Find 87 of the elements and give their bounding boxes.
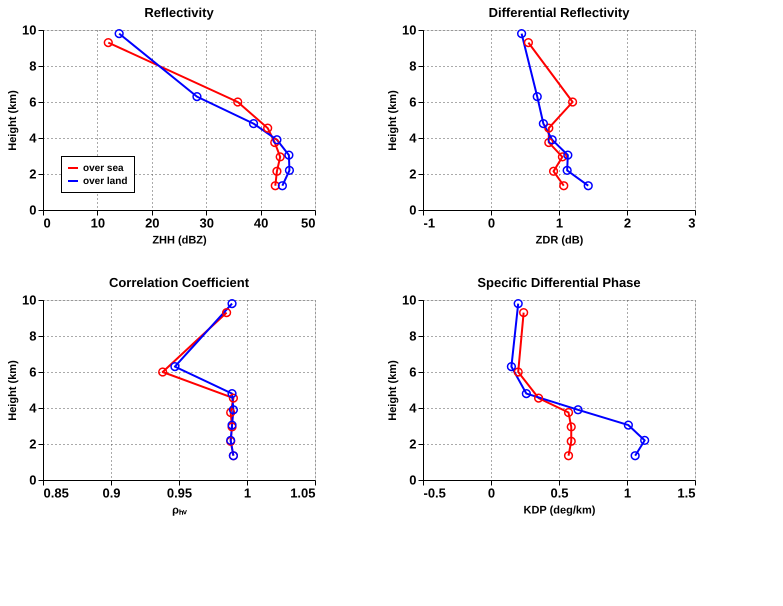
x-tick-label: 0 bbox=[488, 486, 496, 500]
point bbox=[544, 123, 554, 133]
y-axis-title: Height (km) bbox=[387, 360, 400, 421]
point bbox=[192, 92, 202, 102]
x-axis-title: KDP (deg/km) bbox=[524, 504, 596, 516]
point bbox=[278, 181, 287, 190]
y-tick-label: 10 bbox=[22, 292, 36, 308]
point bbox=[538, 118, 548, 128]
point bbox=[284, 150, 294, 160]
point bbox=[544, 138, 554, 148]
y-tick-label: 8 bbox=[409, 58, 416, 74]
x-tick-label: 0.9 bbox=[102, 486, 121, 500]
point bbox=[104, 38, 113, 48]
x-axis-title: ZDR (dB) bbox=[536, 234, 584, 246]
point bbox=[562, 166, 572, 176]
x-tick-label: 0 bbox=[44, 216, 51, 230]
point bbox=[563, 150, 572, 160]
x-tick-label: 30 bbox=[199, 216, 214, 230]
point bbox=[568, 97, 578, 107]
chart-title: Reflectivity bbox=[144, 5, 214, 20]
y-tick-label: 4 bbox=[409, 130, 418, 146]
x-tick-label: 20 bbox=[145, 216, 160, 230]
x-tick-label: 1 bbox=[624, 486, 632, 500]
x-tick-label: 1 bbox=[244, 486, 252, 500]
x-tick-label: -0.5 bbox=[424, 486, 446, 500]
point bbox=[524, 38, 534, 48]
y-tick-label: 6 bbox=[409, 94, 416, 110]
y-tick-label: 10 bbox=[22, 22, 36, 38]
x-tick-label: 0.95 bbox=[166, 486, 192, 500]
x-tick-label: 1.05 bbox=[290, 486, 316, 500]
y-tick-label: 2 bbox=[29, 436, 36, 452]
x-tick-label: 0 bbox=[488, 216, 496, 230]
point bbox=[559, 181, 568, 190]
x-axis-title: ρₕᵥ bbox=[172, 504, 188, 516]
y-axis-title: Height (km) bbox=[7, 360, 20, 421]
x-tick-label: -1 bbox=[424, 216, 436, 230]
point bbox=[584, 181, 593, 190]
point bbox=[248, 118, 258, 128]
y-tick-label: 0 bbox=[409, 472, 416, 488]
y-axis-title: Height (km) bbox=[7, 90, 20, 151]
y-tick-label: 0 bbox=[409, 202, 416, 218]
legend-label: over sea bbox=[83, 163, 124, 174]
point bbox=[263, 123, 272, 133]
y-tick-label: 10 bbox=[402, 22, 416, 38]
point bbox=[284, 166, 294, 176]
legend-label: over land bbox=[83, 176, 128, 187]
point bbox=[548, 166, 558, 176]
y-tick-label: 4 bbox=[29, 400, 38, 416]
x-tick-label: 1 bbox=[556, 216, 564, 230]
point bbox=[270, 138, 280, 148]
x-tick-label: 0.85 bbox=[44, 486, 69, 500]
y-axis-title: Height (km) bbox=[387, 90, 400, 151]
point bbox=[558, 152, 568, 162]
chart-title: Correlation Coefficient bbox=[108, 275, 250, 290]
x-tick-label: 40 bbox=[254, 216, 268, 230]
y-tick-label: 2 bbox=[409, 166, 416, 182]
y-tick-label: 8 bbox=[29, 58, 36, 74]
y-tick-label: 4 bbox=[409, 400, 418, 416]
y-tick-label: 6 bbox=[409, 364, 416, 380]
x-tick-label: 3 bbox=[688, 216, 696, 230]
y-tick-label: 2 bbox=[29, 166, 36, 182]
point bbox=[272, 135, 282, 144]
y-tick-label: 6 bbox=[29, 94, 36, 110]
chart-title: Differential Reflectivity bbox=[488, 5, 630, 20]
y-tick-label: 8 bbox=[409, 328, 416, 344]
point bbox=[272, 166, 282, 176]
point bbox=[516, 28, 526, 38]
x-axis-title: ZHH (dBZ) bbox=[152, 234, 208, 246]
point bbox=[270, 181, 280, 190]
y-tick-label: 10 bbox=[402, 292, 416, 308]
x-tick-label: 10 bbox=[90, 216, 106, 230]
x-tick-label: 2 bbox=[624, 216, 632, 230]
y-tick-label: 6 bbox=[29, 364, 36, 380]
point bbox=[233, 97, 242, 107]
point bbox=[532, 92, 542, 102]
point bbox=[276, 152, 285, 162]
x-tick-label: 0.5 bbox=[550, 486, 569, 500]
y-tick-label: 4 bbox=[29, 130, 38, 146]
x-tick-label: 50 bbox=[301, 216, 316, 230]
point bbox=[114, 28, 124, 38]
y-tick-label: 2 bbox=[409, 436, 416, 452]
chart-title: Specific Differential Phase bbox=[477, 275, 641, 290]
y-tick-label: 8 bbox=[29, 328, 36, 344]
y-tick-label: 0 bbox=[29, 202, 36, 218]
x-tick-label: 1.5 bbox=[677, 486, 696, 500]
y-tick-label: 0 bbox=[29, 472, 36, 488]
point bbox=[548, 135, 557, 144]
